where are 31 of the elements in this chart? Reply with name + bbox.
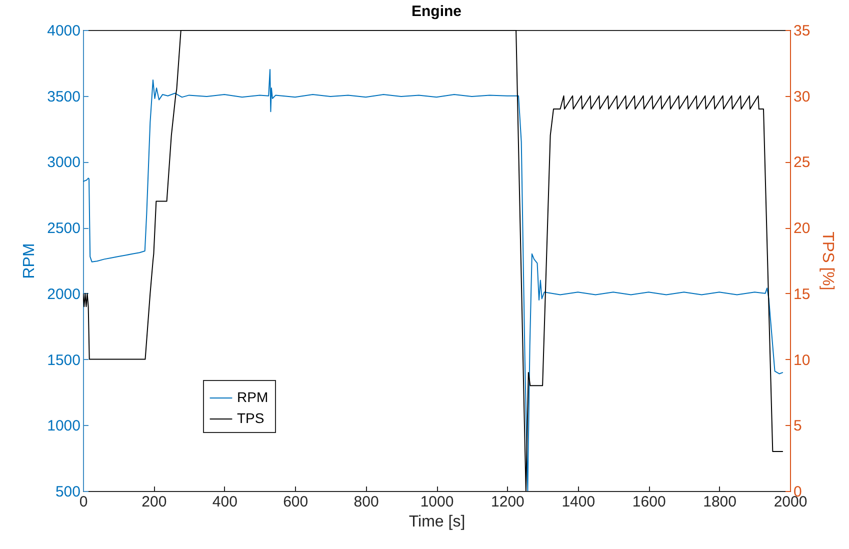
y2-tick-label: 20 — [794, 220, 810, 238]
x-tick-label: 200 — [142, 494, 167, 510]
x-tick-label: 1000 — [420, 494, 454, 510]
y-tick-label: 2500 — [47, 220, 80, 238]
y2-tick-label: 25 — [794, 154, 810, 172]
x-tick-label: 800 — [354, 494, 379, 510]
legend-label: TPS — [237, 410, 264, 426]
y-tick-label: 3500 — [47, 88, 80, 106]
y2-tick-label: 15 — [794, 286, 810, 303]
y2-tick-label: 10 — [794, 352, 810, 369]
x-tick-label: 1400 — [562, 494, 596, 510]
x-tick-label: 1200 — [491, 494, 524, 510]
x-tick-label: 400 — [212, 494, 238, 510]
x-tick-label: 600 — [283, 494, 308, 510]
y-axis-title: RPM — [21, 243, 38, 279]
y2-tick-label: 35 — [794, 22, 810, 40]
x-tick-label: 1600 — [632, 494, 666, 510]
y2-axis-title: TPS [%] — [819, 232, 836, 290]
chart-title: Engine — [411, 3, 462, 20]
y2-tick-label: 5 — [794, 418, 802, 435]
y-tick-label: 4000 — [47, 22, 80, 40]
x-tick-label: 1800 — [703, 494, 736, 510]
y-tick-label: 1500 — [47, 352, 80, 369]
x-axis-title: Time [s] — [408, 514, 466, 530]
y2-tick-label: 30 — [794, 88, 810, 106]
y-tick-label: 2000 — [47, 286, 80, 303]
legend-label: RPM — [237, 389, 268, 405]
x-tick-label: 0 — [79, 494, 88, 510]
y-tick-label: 500 — [55, 484, 80, 500]
y-tick-label: 3000 — [47, 154, 80, 172]
y-tick-label: 1000 — [47, 418, 80, 435]
